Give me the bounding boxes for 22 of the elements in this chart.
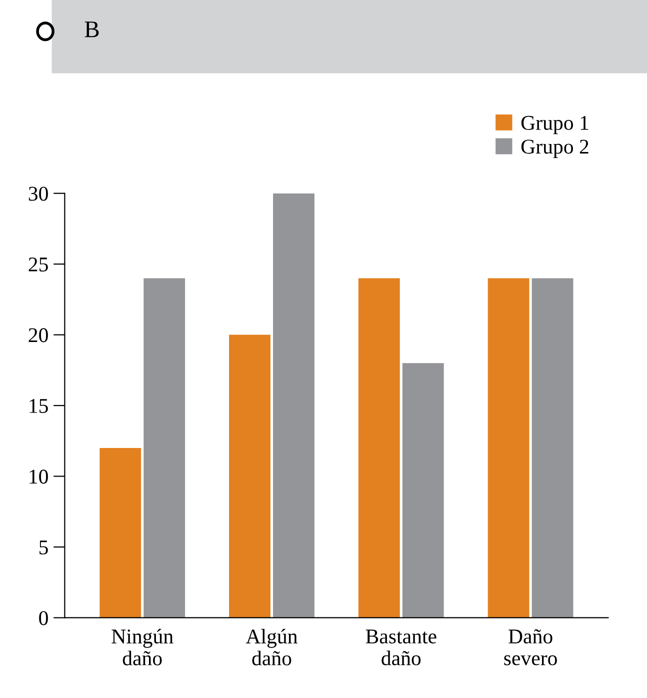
y-tick-label: 30 [28, 186, 48, 201]
y-tick-label: 25 [28, 258, 48, 272]
y-tick-label: 15 [30, 399, 48, 413]
bar [488, 278, 530, 618]
bar [358, 278, 400, 618]
y-tick-label: 10 [30, 470, 48, 484]
bar [532, 278, 574, 618]
x-tick-label: Ningún daño [112, 628, 174, 666]
bar [100, 448, 142, 618]
y-tick-label: 0 [39, 611, 48, 626]
chart-title: B [84, 22, 99, 38]
bar [144, 278, 186, 618]
bar [229, 334, 270, 618]
bar [273, 193, 314, 618]
y-tick-label: 5 [40, 540, 48, 554]
bar [402, 363, 444, 618]
x-tick-label: Bastante daño [366, 630, 436, 666]
x-tick-label: Daño severo [504, 629, 557, 666]
x-tick-label: Algún daño [246, 628, 298, 666]
y-tick-label: 20 [28, 328, 48, 342]
legend-label: Grupo 2 [521, 140, 588, 158]
legend-label: Grupo 1 [521, 116, 588, 134]
